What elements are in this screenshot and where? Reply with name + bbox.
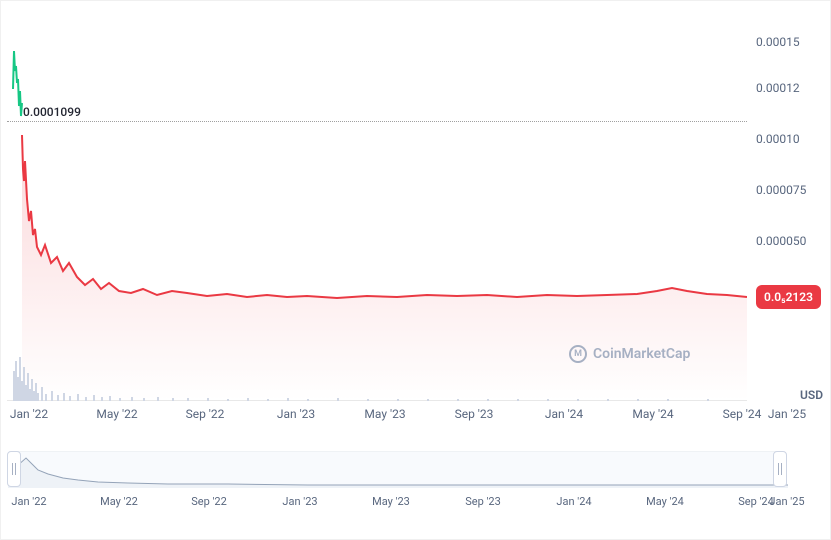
- range-mini-chart: [8, 452, 788, 488]
- range-handle-right[interactable]: [773, 451, 787, 487]
- range-x-tick-label: May '22: [100, 495, 138, 508]
- x-tick-label: May '24: [632, 407, 673, 421]
- range-x-tick-label: Jan '24: [556, 495, 591, 508]
- range-x-tick-label: May '23: [372, 495, 410, 508]
- price-chart[interactable]: 0.0001099 M CoinMarketCap 0.00015 0.00012…: [7, 11, 825, 441]
- x-tick-label: Sep '23: [455, 407, 494, 421]
- coinmarketcap-watermark: M CoinMarketCap: [569, 345, 690, 363]
- range-x-tick-label: May '24: [646, 495, 684, 508]
- plot-area[interactable]: 0.0001099 M CoinMarketCap: [7, 11, 747, 401]
- y-tick-label: 0.00010: [756, 132, 800, 146]
- range-track[interactable]: [7, 451, 787, 487]
- volume-bars: [7, 357, 747, 401]
- range-x-tick-label: Jan '25: [769, 495, 804, 508]
- y-tick-label: 0.000050: [756, 234, 806, 248]
- price-line-svg: [7, 11, 747, 401]
- current-price-value: 0.0₅2123: [764, 290, 813, 304]
- x-tick-label: Jan '25: [768, 407, 806, 421]
- coinmarketcap-icon: M: [569, 345, 587, 363]
- watermark-text: CoinMarketCap: [593, 346, 690, 362]
- x-tick-label: May '23: [364, 407, 405, 421]
- range-slider[interactable]: Jan '22 May '22 Sep '22 Jan '23 May '23 Sep '…: [7, 451, 787, 531]
- current-price-badge: 0.0₅2123: [756, 285, 821, 309]
- range-x-tick-label: Jan '23: [282, 495, 317, 508]
- x-tick-label: May '22: [96, 407, 137, 421]
- y-tick-label: 0.00012: [756, 81, 800, 95]
- x-tick-label: Sep '24: [723, 407, 762, 421]
- range-x-tick-label: Sep '23: [465, 495, 501, 508]
- range-x-tick-label: Sep '22: [191, 495, 227, 508]
- currency-label: USD: [800, 388, 823, 402]
- range-x-tick-label: Jan '22: [11, 495, 46, 508]
- x-tick-label: Jan '22: [10, 407, 48, 421]
- y-tick-label: 0.000075: [756, 183, 806, 197]
- range-handle-left[interactable]: [7, 451, 21, 487]
- x-tick-label: Jan '24: [545, 407, 583, 421]
- x-tick-label: Sep '22: [186, 407, 225, 421]
- x-tick-label: Jan '23: [277, 407, 315, 421]
- y-tick-label: 0.00015: [756, 35, 800, 49]
